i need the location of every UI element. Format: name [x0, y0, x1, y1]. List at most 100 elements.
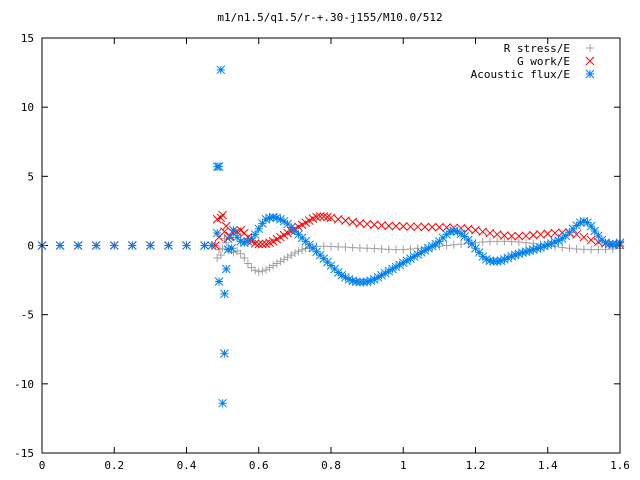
data-point	[377, 244, 386, 253]
plot-frame	[41, 37, 621, 454]
data-point	[547, 239, 556, 248]
data-point	[521, 247, 531, 257]
data-point	[279, 216, 289, 226]
data-point	[327, 242, 335, 251]
data-point	[391, 221, 401, 231]
data-point	[254, 239, 264, 249]
data-point	[507, 251, 516, 261]
data-point	[424, 243, 433, 253]
legend-marker	[585, 56, 595, 66]
data-point	[272, 259, 281, 268]
data-point	[445, 227, 455, 237]
x-tick-label: 1	[400, 459, 407, 472]
data-point	[239, 238, 249, 248]
y-tick-label: 5	[27, 170, 34, 183]
legend-label: R stress/E	[504, 42, 570, 55]
data-point	[398, 258, 408, 268]
data-point	[463, 224, 473, 234]
data-point	[333, 268, 343, 277]
data-point	[221, 221, 231, 231]
data-point	[146, 241, 155, 250]
data-point	[265, 263, 274, 272]
data-point	[550, 237, 560, 247]
data-point	[507, 231, 516, 241]
data-point	[280, 255, 289, 264]
data-point	[536, 230, 545, 239]
data-point	[413, 250, 423, 259]
data-point	[478, 252, 488, 261]
y-tick-label: -5	[21, 309, 34, 322]
data-point	[518, 248, 527, 258]
data-point	[485, 256, 495, 266]
plot-area	[37, 65, 625, 408]
data-point	[243, 259, 252, 268]
data-point	[522, 238, 531, 247]
data-point	[355, 219, 365, 228]
data-point	[579, 245, 588, 254]
data-point	[380, 268, 390, 278]
data-point	[478, 227, 488, 237]
data-point	[500, 237, 509, 246]
data-point	[216, 65, 226, 75]
data-point	[449, 226, 459, 236]
data-point	[91, 241, 101, 250]
x-tick-label: 0.4	[177, 459, 197, 472]
data-point	[287, 251, 296, 260]
data-point	[557, 234, 567, 243]
data-point	[496, 256, 506, 266]
data-point	[384, 266, 394, 276]
data-point	[221, 264, 231, 274]
data-point	[398, 222, 408, 231]
data-point	[276, 214, 285, 224]
data-point	[587, 245, 596, 254]
data-point	[333, 214, 343, 224]
data-point	[355, 243, 364, 252]
data-point	[543, 229, 553, 239]
data-point	[370, 244, 379, 253]
data-point	[601, 238, 610, 248]
data-point	[456, 229, 466, 239]
data-point	[528, 245, 538, 255]
x-tick-label: 1.2	[466, 459, 486, 472]
data-point	[200, 241, 209, 250]
data-point	[420, 222, 430, 232]
data-point	[223, 245, 233, 255]
data-point	[427, 241, 437, 251]
data-point	[261, 265, 270, 274]
data-point	[216, 251, 225, 260]
data-point	[442, 241, 451, 250]
data-point	[377, 270, 386, 280]
data-point	[109, 241, 119, 250]
data-point	[319, 212, 329, 221]
data-point	[406, 222, 415, 232]
data-point	[384, 221, 394, 231]
data-point	[251, 266, 260, 275]
data-point	[416, 248, 426, 257]
data-point	[254, 267, 263, 276]
data-point	[344, 275, 354, 284]
data-point	[525, 246, 535, 256]
data-point	[478, 238, 487, 247]
data-point	[362, 219, 372, 229]
legend-marker	[585, 69, 595, 79]
data-point	[369, 275, 379, 284]
data-point	[323, 212, 332, 222]
data-point	[265, 213, 274, 223]
data-point	[507, 237, 516, 246]
data-point	[402, 256, 412, 266]
data-point	[597, 235, 607, 245]
data-point	[212, 228, 222, 238]
data-point	[536, 243, 545, 252]
data-point	[348, 217, 358, 227]
data-point	[290, 249, 299, 258]
data-point	[207, 241, 217, 250]
data-point	[225, 232, 235, 242]
y-tick-label: -15	[14, 447, 34, 460]
data-point	[550, 228, 560, 238]
data-point	[435, 222, 444, 232]
data-point	[453, 227, 462, 237]
data-point	[214, 162, 224, 172]
x-tick-label: 0.6	[249, 459, 269, 472]
data-point	[485, 237, 494, 246]
data-point	[55, 241, 65, 250]
